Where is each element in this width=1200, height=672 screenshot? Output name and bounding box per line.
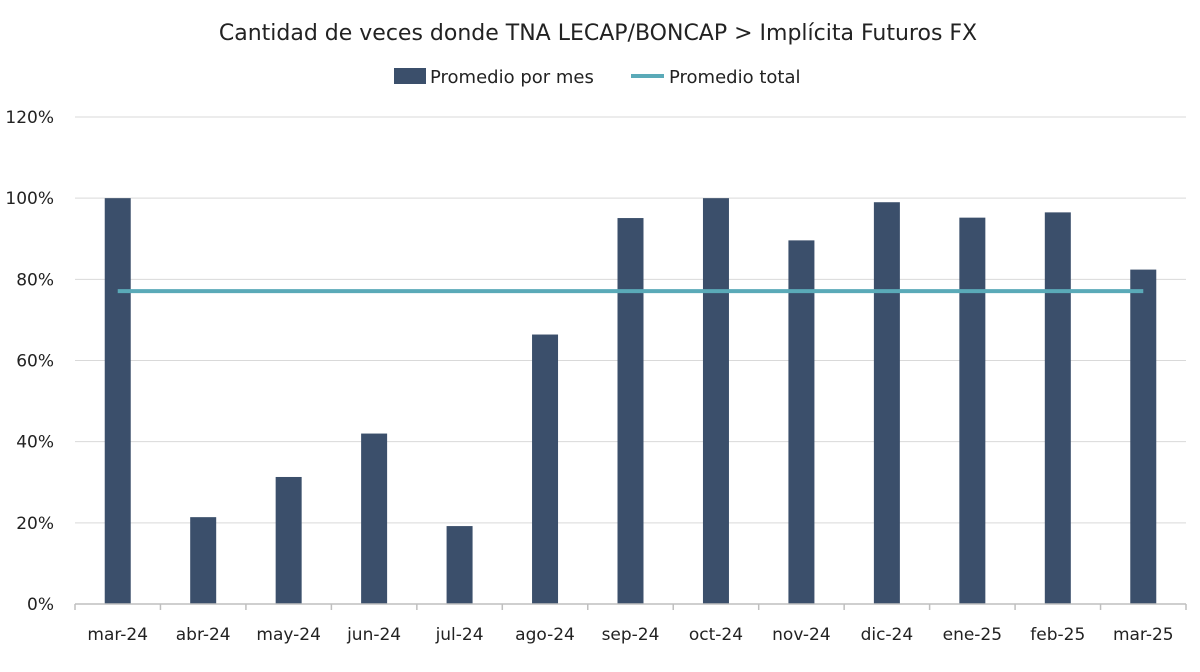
bar-mar-25 [1130, 269, 1157, 604]
bar-dic-24 [873, 202, 900, 604]
legend-swatch-bar [394, 68, 426, 84]
bar-ene-25 [959, 217, 986, 604]
x-tick-label: oct-24 [689, 625, 743, 645]
chart-title: Cantidad de veces donde TNA LECAP/BONCAP… [219, 21, 977, 46]
bar-sep-24 [617, 218, 644, 605]
legend-label-bar: Promedio por mes [430, 67, 594, 88]
bar-ago-24 [532, 334, 559, 604]
bar-jul-24 [446, 526, 473, 604]
x-tick-label: mar-25 [1113, 625, 1174, 645]
y-tick-label: 100% [5, 189, 54, 209]
x-tick-label: sep-24 [602, 625, 660, 645]
x-tick-label: feb-25 [1030, 625, 1085, 645]
bar-may-24 [275, 476, 302, 604]
legend-label-line: Promedio total [669, 67, 800, 88]
y-tick-label: 120% [5, 108, 54, 128]
x-tick-label: nov-24 [772, 625, 831, 645]
bar-jun-24 [361, 433, 388, 604]
x-tick-label: ene-25 [943, 625, 1002, 645]
y-axis-ticks: 0% 20% 40% 60% 80% 100% 120% [5, 108, 54, 615]
y-tick-label: 80% [16, 270, 54, 290]
y-tick-label: 40% [16, 433, 54, 453]
x-tick-label: abr-24 [176, 625, 231, 645]
x-tick-label: jun-24 [346, 625, 401, 645]
x-tick-label: ago-24 [515, 625, 575, 645]
bar-abr-24 [190, 517, 217, 604]
bars [104, 198, 1157, 605]
legend: Promedio por mes Promedio total [394, 67, 800, 88]
x-tick-label: jul-24 [435, 625, 484, 645]
y-tick-label: 60% [16, 352, 54, 372]
y-tick-label: 20% [16, 514, 54, 534]
bar-feb-25 [1044, 212, 1071, 604]
bar-mar-24 [104, 198, 131, 604]
y-tick-label: 0% [27, 595, 54, 615]
x-tick-label: mar-24 [87, 625, 148, 645]
x-axis-ticks: mar-24 abr-24 may-24 jun-24 jul-24 ago-24 sep-… [87, 625, 1173, 645]
x-axis [74, 603, 1187, 610]
x-tick-label: dic-24 [861, 625, 914, 645]
bar-oct-24 [702, 198, 729, 604]
x-tick-label: may-24 [256, 625, 321, 645]
bar-nov-24 [788, 240, 815, 604]
